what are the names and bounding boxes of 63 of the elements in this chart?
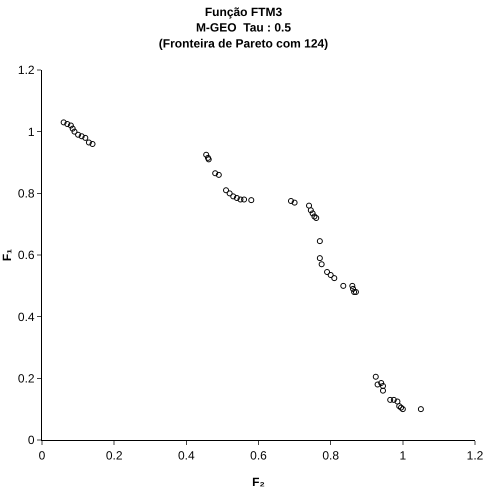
point [328,272,334,278]
point [68,122,74,128]
x-tick-label: 1 [399,448,406,462]
point [78,133,85,140]
point [223,187,230,194]
point [90,141,96,147]
point [316,238,323,244]
point [418,406,424,412]
point [237,196,244,202]
y-tick-label: 0.2 [18,372,35,386]
y-tick-label: 0.8 [18,186,35,201]
point [203,152,210,158]
point [310,210,316,216]
point [82,134,88,141]
point [75,132,82,138]
point [288,198,294,204]
y-tick-label: 1.2 [18,63,35,78]
point [378,380,384,386]
point [331,275,338,282]
point [292,200,298,206]
point [374,382,381,388]
point [216,172,222,178]
point [390,396,397,403]
point [230,193,236,200]
point [372,374,379,380]
y-tick-label: 1 [28,124,35,139]
y-axis-title: F₁ [0,248,14,262]
point [212,170,218,176]
x-tick-label: 0.2 [106,448,123,462]
point [241,196,248,202]
point [324,268,330,275]
point [60,119,67,126]
point [308,207,314,214]
point [70,126,76,132]
point [306,202,312,209]
point [380,383,386,390]
x-tick-label: 0 [38,448,46,462]
y-tick-label: 0.6 [18,248,35,262]
x-tick-label: 0.8 [322,448,340,462]
point [387,396,394,403]
point [234,194,240,201]
point [350,286,356,292]
point [313,215,320,221]
x-tick-label: 1.2 [466,448,484,462]
chart-title: Função FTM3 M-GEO Tau : 0.5 (Fronteira de Pareto com 124) [158,5,328,50]
x-tick-label: 0.4 [178,448,195,462]
point [64,120,70,127]
point [71,128,78,135]
point [349,282,356,289]
point [226,190,233,196]
point [248,197,254,204]
point [318,261,325,268]
point [340,282,346,289]
point [316,255,323,262]
y-tick-label: 0 [28,433,35,448]
x-axis-title: F₂ [252,475,265,489]
point [394,398,400,404]
point [311,213,318,220]
point [396,403,402,410]
point [380,388,386,394]
x-tick-label: 0.6 [250,448,268,462]
point [86,139,92,146]
y-tick-label: 0.4 [18,310,35,324]
